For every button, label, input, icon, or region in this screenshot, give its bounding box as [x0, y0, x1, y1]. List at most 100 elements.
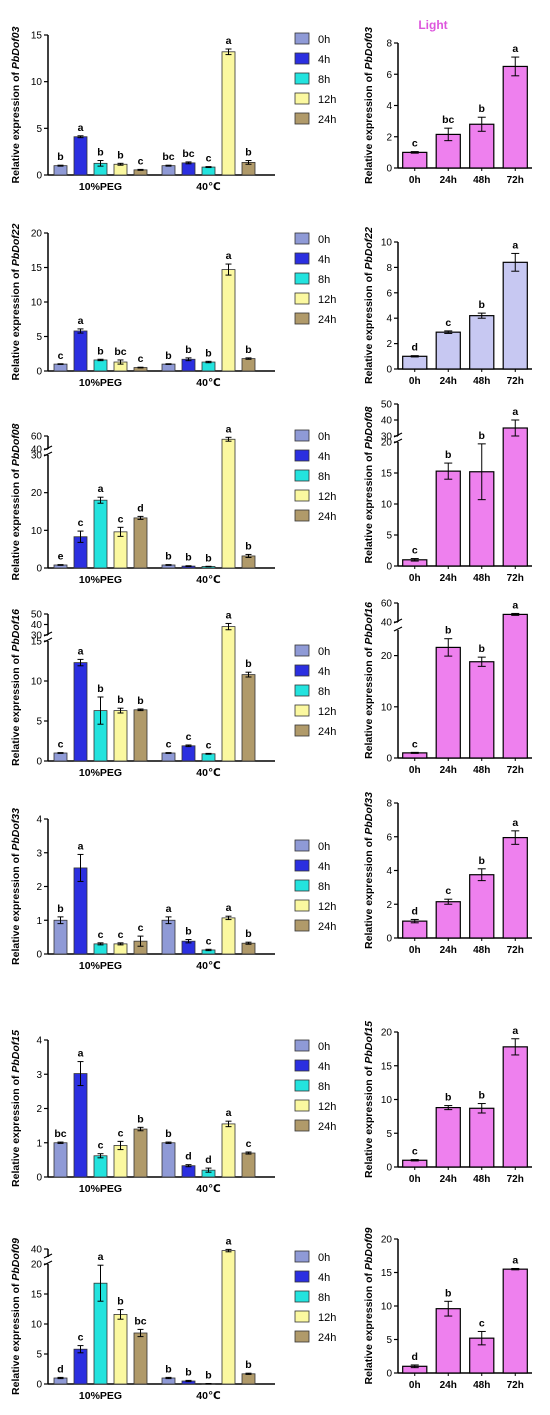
chart-dof03-light: 0 2 4 6 8 Relative expression of PbDof03 c 0h bc…: [363, 27, 532, 186]
significance-letter: a: [78, 315, 84, 327]
significance-letter: a: [226, 423, 232, 435]
legend-swatch: [294, 1330, 310, 1343]
y-tick-label: 6: [386, 70, 392, 81]
y-tick-label: 20: [381, 438, 393, 449]
significance-letter: c: [479, 1317, 485, 1329]
y-tick-label: 10: [381, 1302, 393, 1313]
y-tick-label: 10: [31, 298, 43, 309]
x-tick-label: 72h: [507, 376, 524, 387]
bar: [435, 470, 461, 567]
significance-letter: a: [78, 645, 84, 657]
bar: [93, 943, 108, 955]
bar: [221, 1250, 236, 1385]
y-tick-label: 5: [36, 332, 42, 343]
legend-label: 0h: [318, 646, 330, 658]
significance-letter: b: [245, 658, 251, 670]
significance-letter: b: [57, 151, 63, 163]
significance-letter: b: [165, 551, 171, 563]
chart-dof15-light: 0 5 10 15 20 Relative expression of PbDof15 c 0…: [363, 1021, 532, 1185]
legend-label: 24h: [318, 1332, 336, 1344]
bar: [73, 136, 88, 176]
bar: [53, 165, 68, 176]
y-tick-label: 20: [31, 1260, 43, 1271]
significance-letter: c: [78, 1332, 84, 1344]
legend-label: 4h: [318, 254, 330, 266]
bar: [73, 330, 88, 372]
bar: [435, 646, 461, 759]
bar: [53, 1142, 68, 1178]
significance-letter: c: [138, 155, 144, 167]
legend-swatch: [294, 489, 310, 502]
y-axis-label: Relative expression of PbDof22: [363, 227, 375, 384]
y-tick-label: 15: [381, 1061, 393, 1072]
y-axis-label: Relative expression of PbDof09: [10, 1238, 22, 1395]
significance-letter: c: [445, 317, 451, 329]
bar: [221, 438, 236, 569]
y-tick-label: 1: [36, 916, 42, 927]
y-tick-label: 10: [31, 1320, 43, 1331]
bar: [181, 1165, 196, 1178]
x-group-label: 10%PEG: [79, 767, 122, 779]
legend-swatch: [294, 899, 310, 912]
y-tick-label: 20: [31, 488, 43, 499]
legend-label: 8h: [318, 1081, 330, 1093]
y-tick-label: 15: [381, 1268, 393, 1279]
legend-label: 12h: [318, 491, 336, 503]
y-tick-label: 2: [36, 1104, 42, 1115]
bar: [93, 1155, 108, 1178]
y-tick-label: 0: [386, 754, 392, 765]
bar: [161, 363, 176, 372]
significance-letter: c: [412, 738, 418, 750]
significance-letter: a: [78, 840, 84, 852]
significance-letter: a: [166, 903, 172, 915]
significance-letter: a: [98, 1251, 104, 1263]
significance-letter: a: [226, 35, 232, 47]
bar: [221, 626, 236, 762]
legend-label: 24h: [318, 114, 336, 126]
y-tick-label: 0: [36, 171, 42, 182]
legend-swatch: [294, 839, 310, 852]
y-tick-label: 0: [36, 1380, 42, 1391]
legend-label: 24h: [318, 1121, 336, 1133]
bar: [53, 363, 68, 372]
significance-letter: c: [206, 739, 212, 751]
legend-swatch: [294, 644, 310, 657]
bar: [469, 661, 495, 759]
x-group-label: 10%PEG: [79, 1183, 122, 1195]
significance-letter: a: [78, 122, 84, 134]
bar: [201, 753, 216, 762]
legend-label: 8h: [318, 686, 330, 698]
bar: [113, 1145, 128, 1178]
y-tick-label: 50: [381, 400, 393, 411]
significance-letter: a: [512, 239, 518, 251]
x-tick-label: 48h: [473, 1174, 490, 1185]
significance-letter: bc: [182, 148, 194, 160]
legend-label: 0h: [318, 1041, 330, 1053]
bar: [241, 1152, 256, 1178]
bar: [53, 919, 68, 955]
legend-swatch: [294, 879, 310, 892]
y-tick-label: 2: [386, 900, 392, 911]
legend-swatch: [294, 1310, 310, 1323]
significance-letter: b: [205, 552, 211, 564]
legend-swatch: [294, 664, 310, 677]
significance-letter: b: [205, 347, 211, 359]
significance-letter: b: [185, 1366, 191, 1378]
legend-label: 12h: [318, 901, 336, 913]
bar: [93, 499, 108, 569]
y-tick-label: 15: [31, 1290, 43, 1301]
y-axis-label: Relative expression of PbDof09: [363, 1227, 375, 1384]
significance-letter: c: [58, 350, 64, 362]
bar: [435, 331, 461, 370]
significance-letter: a: [98, 483, 104, 495]
significance-letter: b: [117, 694, 123, 706]
y-axis-label: Relative expression of PbDof16: [363, 602, 375, 759]
legend-swatch: [294, 1270, 310, 1283]
legend-label: 8h: [318, 471, 330, 483]
significance-letter: b: [165, 1363, 171, 1375]
bar: [502, 261, 528, 370]
y-tick-label: 20: [381, 1028, 393, 1039]
y-tick-label: 5: [386, 1129, 392, 1140]
